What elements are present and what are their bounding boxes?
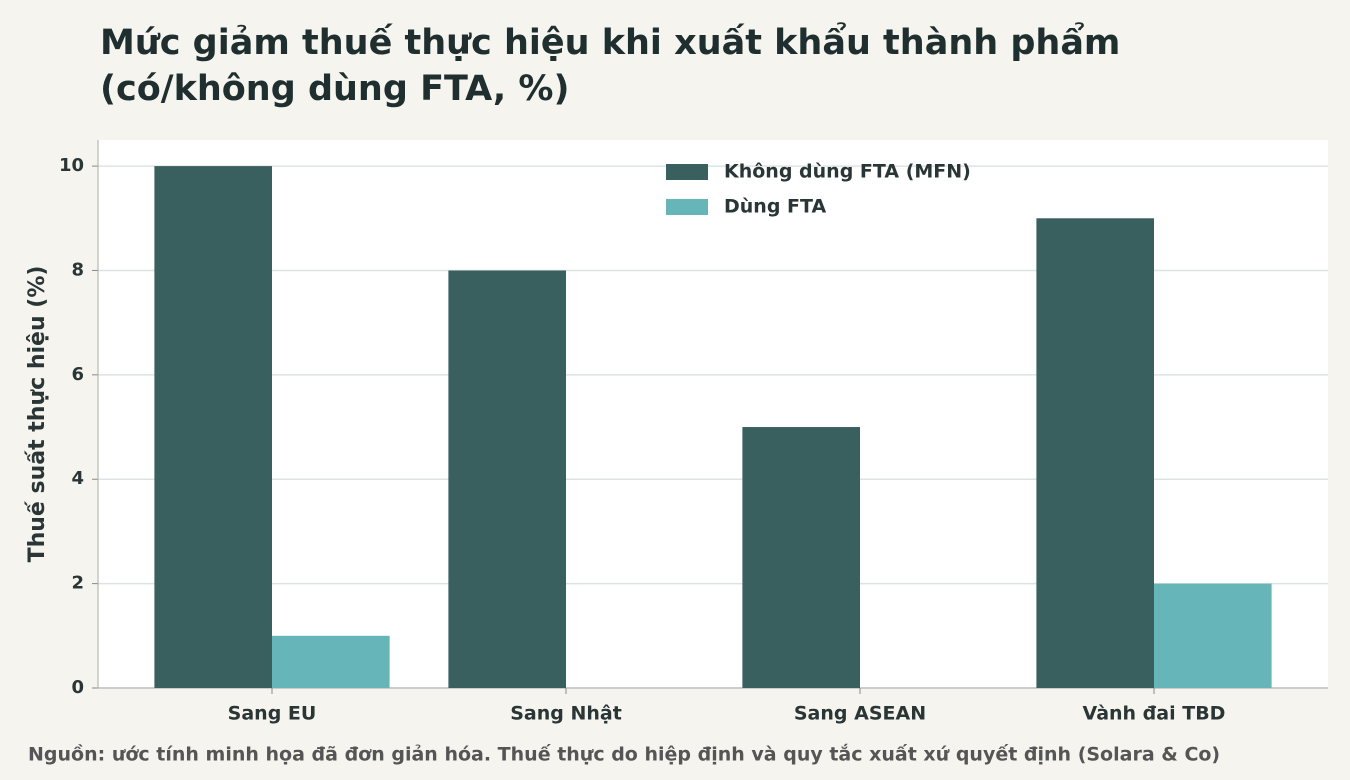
y-tick-label: 10 — [59, 155, 84, 176]
y-tick-label: 6 — [71, 364, 84, 385]
legend-label: Dùng FTA — [724, 196, 827, 218]
chart-title: Mức giảm thuế thực hiệu khi xuất khẩu th… — [100, 23, 1121, 109]
y-axis-label: Thuế suất thực hiệu (%) — [25, 266, 50, 563]
bar — [448, 270, 566, 688]
source-note: Nguồn: ước tính minh họa đã đơn giản hóa… — [28, 743, 1220, 766]
y-tick-label: 8 — [71, 259, 84, 280]
y-tick-label: 0 — [71, 677, 84, 698]
x-tick-label: Sang ASEAN — [794, 703, 926, 725]
legend-label: Không dùng FTA (MFN) — [724, 161, 971, 183]
bar — [1154, 583, 1272, 688]
x-tick-label: Vành đai TBD — [1083, 703, 1226, 725]
x-tick-label: Sang EU — [228, 703, 317, 725]
bar — [272, 635, 390, 688]
y-tick-label: 4 — [71, 468, 84, 489]
legend-swatch — [666, 199, 708, 215]
legend-swatch — [666, 164, 708, 180]
bar — [154, 166, 272, 689]
bar — [1036, 218, 1154, 689]
x-tick-label: Sang Nhật — [510, 703, 622, 725]
y-tick-label: 2 — [71, 573, 84, 594]
bar — [742, 427, 860, 688]
